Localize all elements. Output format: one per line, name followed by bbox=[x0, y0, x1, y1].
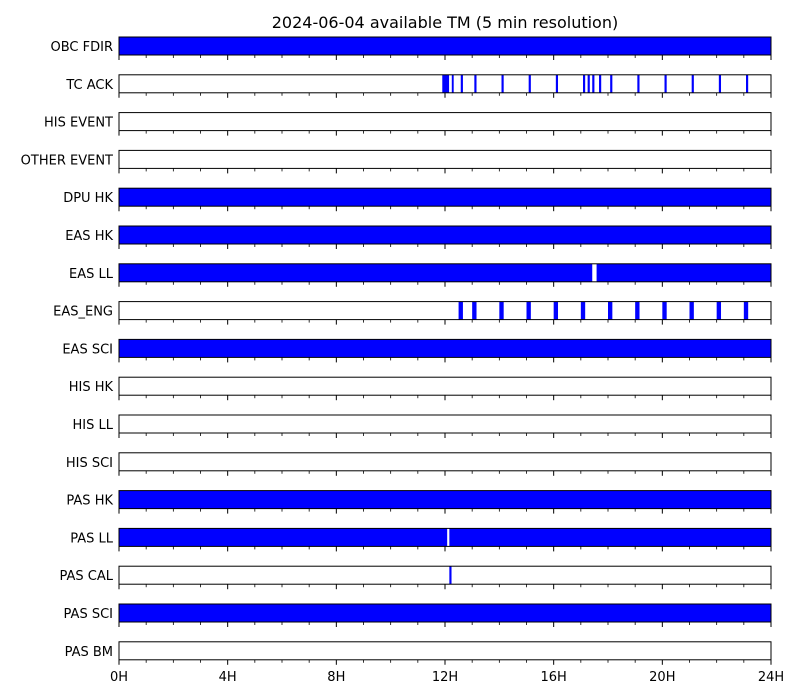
row-tc-ack: TC ACK bbox=[65, 74, 772, 98]
x-tick-label: 4H bbox=[219, 670, 237, 685]
row-frame bbox=[118, 301, 772, 321]
availability-bar bbox=[449, 528, 771, 547]
row-his-sci: HIS SCI bbox=[66, 452, 772, 476]
row-frame bbox=[118, 376, 772, 396]
availability-bar bbox=[501, 74, 504, 93]
availability-bar bbox=[635, 301, 640, 320]
row-frame bbox=[118, 112, 772, 132]
availability-bar bbox=[119, 37, 771, 55]
availability-bar bbox=[119, 604, 771, 622]
availability-bar bbox=[449, 566, 452, 585]
row-label: EAS_ENG bbox=[53, 305, 113, 320]
availability-bar bbox=[743, 301, 749, 320]
availability-bar bbox=[472, 301, 477, 320]
availability-bar bbox=[119, 226, 771, 244]
availability-bar bbox=[526, 301, 531, 320]
availability-bar bbox=[596, 263, 771, 282]
availability-bar bbox=[662, 301, 667, 320]
row-frame bbox=[118, 641, 772, 661]
row-his-ll: HIS LL bbox=[73, 414, 772, 438]
row-label: HIS HK bbox=[69, 380, 114, 395]
x-tick-label: 24H bbox=[758, 670, 784, 685]
x-tick-label: 8H bbox=[327, 670, 345, 685]
availability-bar bbox=[555, 74, 559, 93]
row-label: TC ACK bbox=[65, 78, 113, 93]
row-label: EAS SCI bbox=[62, 342, 113, 357]
row-frame bbox=[118, 452, 772, 472]
timeline-rows: OBC FDIR TC ACK HIS EVENT OTHER EVENT DPU HK… bbox=[21, 36, 772, 665]
availability-bar bbox=[583, 74, 586, 93]
availability-bar bbox=[119, 339, 771, 358]
availability-bar bbox=[746, 74, 749, 93]
row-other-event: OTHER EVENT bbox=[21, 149, 772, 174]
availability-bar bbox=[119, 188, 771, 207]
x-tick-label: 0H bbox=[110, 670, 128, 685]
availability-bar bbox=[689, 301, 694, 320]
row-dpu-hk: DPU HK bbox=[63, 187, 772, 212]
row-obc-fdir: OBC FDIR bbox=[51, 36, 772, 60]
availability-bar bbox=[528, 74, 531, 93]
availability-bar bbox=[637, 74, 640, 93]
row-his-event: HIS EVENT bbox=[44, 112, 772, 136]
availability-bar bbox=[580, 301, 586, 320]
row-pas-hk: PAS HK bbox=[66, 490, 772, 514]
row-pas-ll: PAS LL bbox=[70, 527, 772, 552]
availability-bar bbox=[592, 74, 595, 93]
row-label: HIS EVENT bbox=[44, 116, 113, 131]
availability-bar bbox=[553, 301, 559, 320]
row-label: HIS LL bbox=[73, 418, 114, 433]
availability-bar bbox=[460, 74, 463, 93]
availability-bar bbox=[664, 74, 667, 93]
availability-bar bbox=[499, 301, 504, 320]
row-label: EAS HK bbox=[65, 229, 113, 244]
row-label: PAS SCI bbox=[64, 607, 113, 622]
availability-bar bbox=[451, 74, 454, 93]
availability-bar bbox=[119, 528, 448, 547]
row-frame bbox=[118, 149, 772, 169]
availability-bar bbox=[458, 301, 463, 320]
availability-bar bbox=[587, 74, 590, 93]
row-label: HIS SCI bbox=[66, 456, 113, 471]
row-label: PAS BM bbox=[65, 645, 113, 660]
row-eas-ll: EAS LL bbox=[69, 263, 772, 287]
row-his-hk: HIS HK bbox=[69, 376, 772, 401]
availability-bar bbox=[716, 301, 722, 320]
row-frame bbox=[118, 565, 772, 585]
row-label: PAS LL bbox=[70, 531, 114, 546]
availability-bar bbox=[119, 490, 771, 509]
availability-bar bbox=[691, 74, 694, 93]
row-label: PAS CAL bbox=[60, 569, 114, 584]
row-pas-cal: PAS CAL bbox=[60, 565, 772, 590]
row-eas-sci: EAS SCI bbox=[62, 338, 772, 363]
x-axis: 0H 4H 8H 12H 16H 20H 24H bbox=[110, 670, 784, 685]
availability-bar bbox=[718, 74, 722, 93]
row-label: PAS HK bbox=[66, 494, 113, 509]
row-label: EAS LL bbox=[69, 267, 114, 282]
availability-bar bbox=[610, 74, 613, 93]
row-eas-eng: EAS_ENG bbox=[53, 301, 772, 325]
row-label: OBC FDIR bbox=[51, 40, 114, 55]
row-pas-bm: PAS BM bbox=[65, 641, 772, 665]
row-label: OTHER EVENT bbox=[21, 153, 113, 168]
row-eas-hk: EAS HK bbox=[65, 225, 772, 249]
row-pas-sci: PAS SCI bbox=[64, 603, 772, 627]
x-tick-label: 12H bbox=[432, 670, 458, 685]
availability-bar bbox=[474, 74, 477, 93]
row-label: DPU HK bbox=[63, 191, 113, 206]
availability-bar bbox=[442, 74, 450, 93]
row-frame bbox=[118, 414, 772, 434]
x-tick-label: 16H bbox=[541, 670, 567, 685]
availability-bar bbox=[119, 263, 593, 282]
x-tick-label: 20H bbox=[649, 670, 675, 685]
availability-bar bbox=[599, 74, 602, 93]
chart-title: 2024-06-04 available TM (5 min resolutio… bbox=[272, 13, 618, 32]
availability-bar bbox=[608, 301, 613, 320]
